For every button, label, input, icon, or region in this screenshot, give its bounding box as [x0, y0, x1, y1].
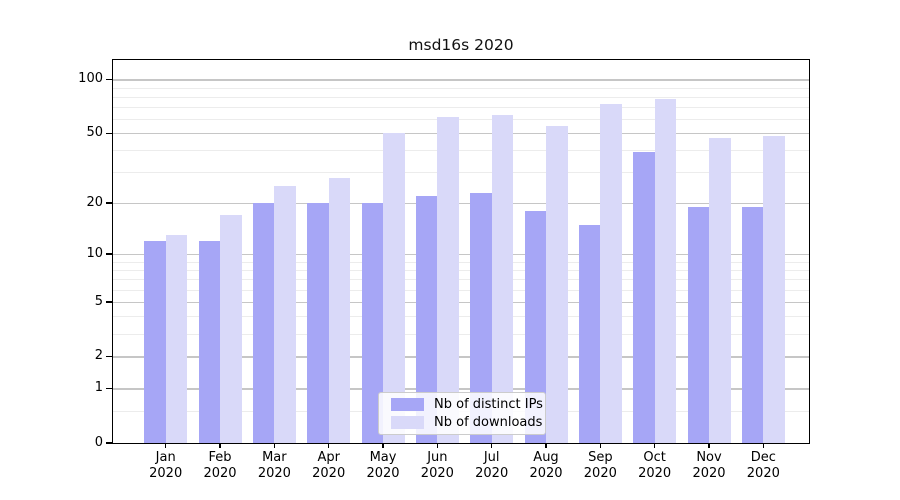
x-tick-label: Nov 2020: [692, 450, 726, 481]
x-tick-mark: [436, 443, 439, 448]
x-tick-label: Aug 2020: [529, 450, 563, 481]
legend-label-downloads: Nb of downloads: [434, 414, 543, 430]
x-tick-mark: [219, 443, 221, 448]
major-gridline: [113, 133, 809, 135]
y-tick-mark: [106, 301, 113, 303]
x-tick-label: Sep 2020: [583, 450, 617, 481]
major-gridline: [113, 79, 809, 81]
y-tick-label: 2: [94, 348, 103, 364]
major-gridline: [113, 388, 809, 390]
minor-gridline: [113, 316, 809, 318]
x-tick-mark: [762, 443, 765, 448]
chart-title: msd16s 2020: [408, 36, 514, 54]
bar-downloads: [546, 125, 568, 443]
bar-distinct-ips: [633, 152, 655, 443]
bar-downloads: [600, 103, 622, 443]
bar-downloads: [328, 177, 351, 443]
x-tick-label: Dec 2020: [746, 450, 780, 481]
x-tick-mark: [708, 443, 710, 448]
bar-distinct-ips: [252, 203, 275, 443]
x-tick-mark: [328, 443, 330, 448]
x-tick-mark: [545, 443, 547, 448]
bar-downloads: [709, 137, 731, 443]
y-tick-mark: [106, 202, 113, 204]
major-gridline: [113, 254, 809, 256]
y-tick-label: 1: [94, 380, 103, 396]
bar-downloads: [274, 186, 296, 443]
major-gridline: [113, 356, 809, 358]
minor-gridline: [113, 279, 809, 281]
legend-label-distinct-ips: Nb of distinct IPs: [434, 397, 543, 413]
minor-gridline: [113, 269, 809, 271]
bar-distinct-ips: [470, 192, 492, 443]
x-tick-label: Apr 2020: [312, 450, 346, 481]
bar-downloads: [654, 98, 677, 443]
plot-area: [113, 60, 809, 443]
y-tick-label: 50: [86, 125, 103, 141]
bar-downloads: [165, 235, 188, 443]
bar-downloads: [763, 136, 785, 443]
minor-gridline: [113, 87, 809, 89]
bar-distinct-ips: [524, 210, 546, 443]
bar-distinct-ips: [307, 203, 329, 443]
minor-gridline: [113, 172, 809, 174]
y-tick-mark: [106, 355, 113, 358]
y-tick-label: 5: [94, 293, 103, 309]
minor-gridline: [113, 107, 809, 109]
legend-swatch-downloads: [391, 415, 424, 429]
legend-item-downloads: Nb of downloads: [391, 415, 545, 430]
y-tick-label: 20: [86, 195, 103, 211]
y-tick-label: 0: [94, 435, 103, 450]
bar-downloads: [491, 115, 514, 443]
x-tick-label: Feb 2020: [203, 450, 237, 481]
bar-distinct-ips: [578, 224, 601, 443]
bar-downloads: [220, 215, 242, 443]
x-tick-label: Jul 2020: [475, 450, 509, 481]
bar-distinct-ips: [198, 240, 221, 443]
legend: Nb of distinct IPs Nb of downloads: [378, 392, 546, 435]
bar-distinct-ips: [415, 195, 438, 443]
legend-item-distinct-ips: Nb of distinct IPs: [391, 397, 545, 412]
y-tick-mark: [106, 442, 113, 444]
x-tick-mark: [382, 443, 384, 448]
minor-gridline: [113, 289, 809, 291]
bar-distinct-ips: [144, 240, 166, 443]
y-tick-label: 10: [86, 246, 103, 262]
minor-gridline: [113, 261, 809, 263]
minor-gridline: [113, 119, 809, 121]
minor-gridline: [113, 333, 809, 335]
x-tick-mark: [165, 443, 167, 448]
bar-distinct-ips: [741, 206, 764, 443]
y-tick-mark: [106, 253, 113, 255]
x-tick-mark: [273, 443, 276, 448]
minor-gridline: [113, 150, 809, 152]
major-gridline: [113, 301, 809, 303]
major-gridline: [113, 203, 809, 205]
y-tick-label: 100: [78, 71, 103, 87]
bar-downloads: [383, 133, 405, 443]
x-tick-mark: [491, 443, 493, 448]
x-tick-label: Oct 2020: [638, 450, 672, 481]
bar-downloads: [437, 116, 459, 443]
x-tick-mark: [599, 443, 602, 448]
x-tick-label: May 2020: [366, 450, 400, 481]
legend-swatch-distinct-ips: [391, 398, 424, 412]
x-tick-label: Mar 2020: [257, 450, 291, 481]
y-tick-mark: [106, 132, 113, 134]
bar-distinct-ips: [361, 203, 384, 443]
y-tick-mark: [106, 387, 113, 390]
x-tick-mark: [654, 443, 656, 448]
x-tick-label: Jun 2020: [420, 450, 454, 481]
bar-distinct-ips: [687, 206, 709, 443]
x-tick-label: Jan 2020: [149, 450, 183, 481]
minor-gridline: [113, 96, 809, 98]
y-tick-mark: [106, 78, 113, 81]
